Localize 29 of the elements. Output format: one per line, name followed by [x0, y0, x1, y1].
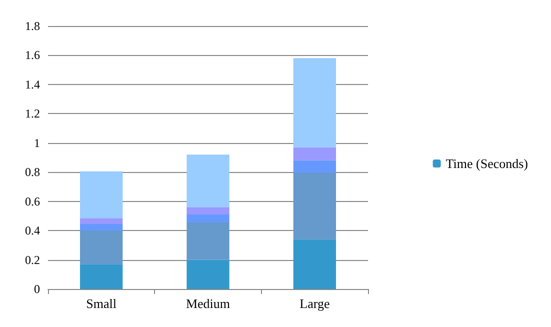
bar — [80, 171, 123, 218]
y-tick-label: 1.6 — [25, 48, 40, 62]
bar — [293, 172, 336, 240]
y-tick-label: 0 — [34, 282, 40, 296]
bar — [293, 239, 336, 289]
x-tick-label: Large — [300, 296, 330, 311]
y-tick-label: 0.2 — [25, 252, 40, 267]
bar — [186, 260, 230, 289]
y-tick-label: 1.4 — [25, 77, 40, 92]
bar — [186, 214, 230, 223]
y-tick-label: 0.4 — [25, 224, 40, 238]
y-tick-label: 0.6 — [25, 194, 40, 208]
x-tick-label: Medium — [186, 296, 230, 311]
y-tick-label: 1.8 — [25, 19, 40, 33]
legend-label: Time (Seconds) — [446, 156, 528, 171]
x-tick-label: Small — [86, 296, 117, 311]
y-tick-label: 1.2 — [25, 106, 40, 121]
bar — [80, 218, 123, 224]
bar — [80, 230, 123, 264]
bar — [293, 147, 336, 160]
bar — [186, 154, 230, 208]
y-tick-label: 0.8 — [25, 165, 40, 180]
bar — [293, 160, 336, 173]
y-tick-label: 1 — [34, 136, 40, 150]
bar — [186, 222, 230, 260]
bar — [293, 58, 336, 148]
bar — [80, 224, 123, 231]
bar — [80, 264, 123, 289]
bar — [186, 207, 230, 214]
